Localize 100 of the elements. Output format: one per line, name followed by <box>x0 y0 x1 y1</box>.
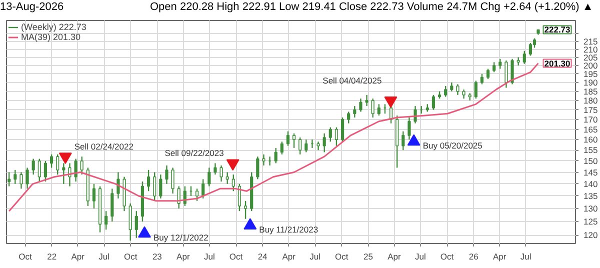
x-tick-label: Jul <box>520 252 532 262</box>
candlestick <box>220 164 223 182</box>
candlestick <box>328 126 332 142</box>
candlestick <box>195 188 199 202</box>
line-series <box>8 62 540 212</box>
candlestick <box>159 174 162 200</box>
y-tick-label: 135 <box>584 190 598 201</box>
y-tick-label: 145 <box>584 167 598 178</box>
candlestick <box>74 158 78 182</box>
candlestick <box>414 105 417 124</box>
candlestick <box>365 94 368 107</box>
candlestick <box>110 188 114 222</box>
candlestick <box>165 164 168 185</box>
x-tick-label: 24 <box>258 252 268 262</box>
chart-subtitle: Open 220.28 High 222.91 Low 219.41 Close 222.73 Volume 24.7M Chg +2.64 (+1.20%) ▲ <box>150 0 594 15</box>
candlestick <box>274 147 278 164</box>
candlestick <box>80 156 84 176</box>
y-tick-label: 170 <box>584 114 598 124</box>
y-tick-label: 190 <box>584 77 598 88</box>
candlestick <box>32 158 35 176</box>
x-tick-label: Apr <box>282 252 296 262</box>
candlestick <box>116 172 120 200</box>
candlestick <box>280 141 284 156</box>
candlestick <box>128 202 132 242</box>
annotation: Buy 05/20/2025 <box>422 140 483 151</box>
candlestick <box>298 136 302 156</box>
candlestick <box>304 138 308 153</box>
candlestick <box>38 158 41 182</box>
y-tick-label: 150 <box>584 156 598 166</box>
candlestick <box>456 84 460 96</box>
candlestick <box>214 162 217 176</box>
x-tick-label: Apr <box>176 252 190 262</box>
candlestick <box>474 80 478 100</box>
annotation: Buy 11/21/2023 <box>259 224 318 235</box>
x-tick-label: 22 <box>47 252 57 262</box>
candlestick <box>8 172 11 187</box>
x-tick-label: Apr <box>492 252 506 262</box>
y-tick-label: 140 <box>584 178 598 189</box>
candlestick <box>292 132 296 149</box>
annotation: 201.30 <box>544 58 571 68</box>
candlestick <box>50 154 54 168</box>
y-tick-label: 130 <box>584 204 598 214</box>
y-tick-label: 210 <box>584 44 598 54</box>
annotation: Sell 04/04/2025 <box>322 75 382 86</box>
x-tick-label: 25 <box>363 252 374 262</box>
y-tick-label: 125 <box>584 216 598 227</box>
y-tick-label: 160 <box>584 134 598 145</box>
candlestick <box>334 126 338 146</box>
candlestick <box>232 174 235 192</box>
x-tick-label: Oct <box>18 252 33 262</box>
y-tick-label: 180 <box>584 95 598 106</box>
candlestick <box>26 167 29 190</box>
candlestick <box>371 98 374 118</box>
candlestick <box>14 169 17 185</box>
chart-title: 13-Aug-2026 <box>0 0 64 15</box>
y-tick-label: 195 <box>584 68 598 79</box>
candlestick <box>244 200 248 220</box>
candlestick <box>347 111 350 124</box>
candlestick <box>486 68 490 80</box>
candlestick <box>256 156 260 180</box>
candlestick <box>171 167 174 194</box>
legend-label: MA(39) 201.30 <box>21 32 81 42</box>
candlestick <box>498 58 502 70</box>
x-tick-label: 26 <box>468 252 479 262</box>
candlestick <box>462 88 466 100</box>
candlestick <box>62 162 66 185</box>
legend-label: (Weekly) 222.73 <box>21 22 86 32</box>
y-tick-label: 155 <box>584 145 598 156</box>
y-tick-label: 200 <box>584 60 598 70</box>
annotation: Buy 12/1/2022 <box>153 232 209 243</box>
x-tick-label: Oct <box>335 252 349 262</box>
candlestick <box>134 210 138 238</box>
candlestick <box>208 167 211 187</box>
candlestick <box>528 42 532 56</box>
candlestick <box>359 98 362 112</box>
x-tick-label: 23 <box>152 252 162 262</box>
x-tick-label: Apr <box>388 252 401 262</box>
y-tick-label: 215 <box>584 36 598 46</box>
candlestick <box>432 94 436 110</box>
candlestick <box>68 162 72 187</box>
candlestick <box>522 50 526 64</box>
candlestick <box>402 130 405 151</box>
candlestick <box>238 183 242 212</box>
candlestick <box>322 132 326 153</box>
annotation: Sell 09/22/2023 <box>164 148 224 158</box>
candlestick <box>286 130 290 146</box>
candlestick <box>492 62 496 73</box>
y-tick-label: 205 <box>584 52 598 62</box>
candlestick <box>92 183 96 210</box>
x-tick-label: Apr <box>71 252 85 262</box>
x-tick-label: Jul <box>204 252 215 262</box>
candlestick <box>340 116 344 142</box>
candlestick <box>444 85 448 98</box>
candlestick <box>153 172 156 202</box>
y-tick-label: 185 <box>584 86 598 96</box>
x-tick-label: Oct <box>124 252 138 262</box>
annotation: 222.73 <box>544 24 571 35</box>
candlestick <box>146 169 150 192</box>
candlestick <box>226 172 229 185</box>
candlestick <box>377 104 380 116</box>
